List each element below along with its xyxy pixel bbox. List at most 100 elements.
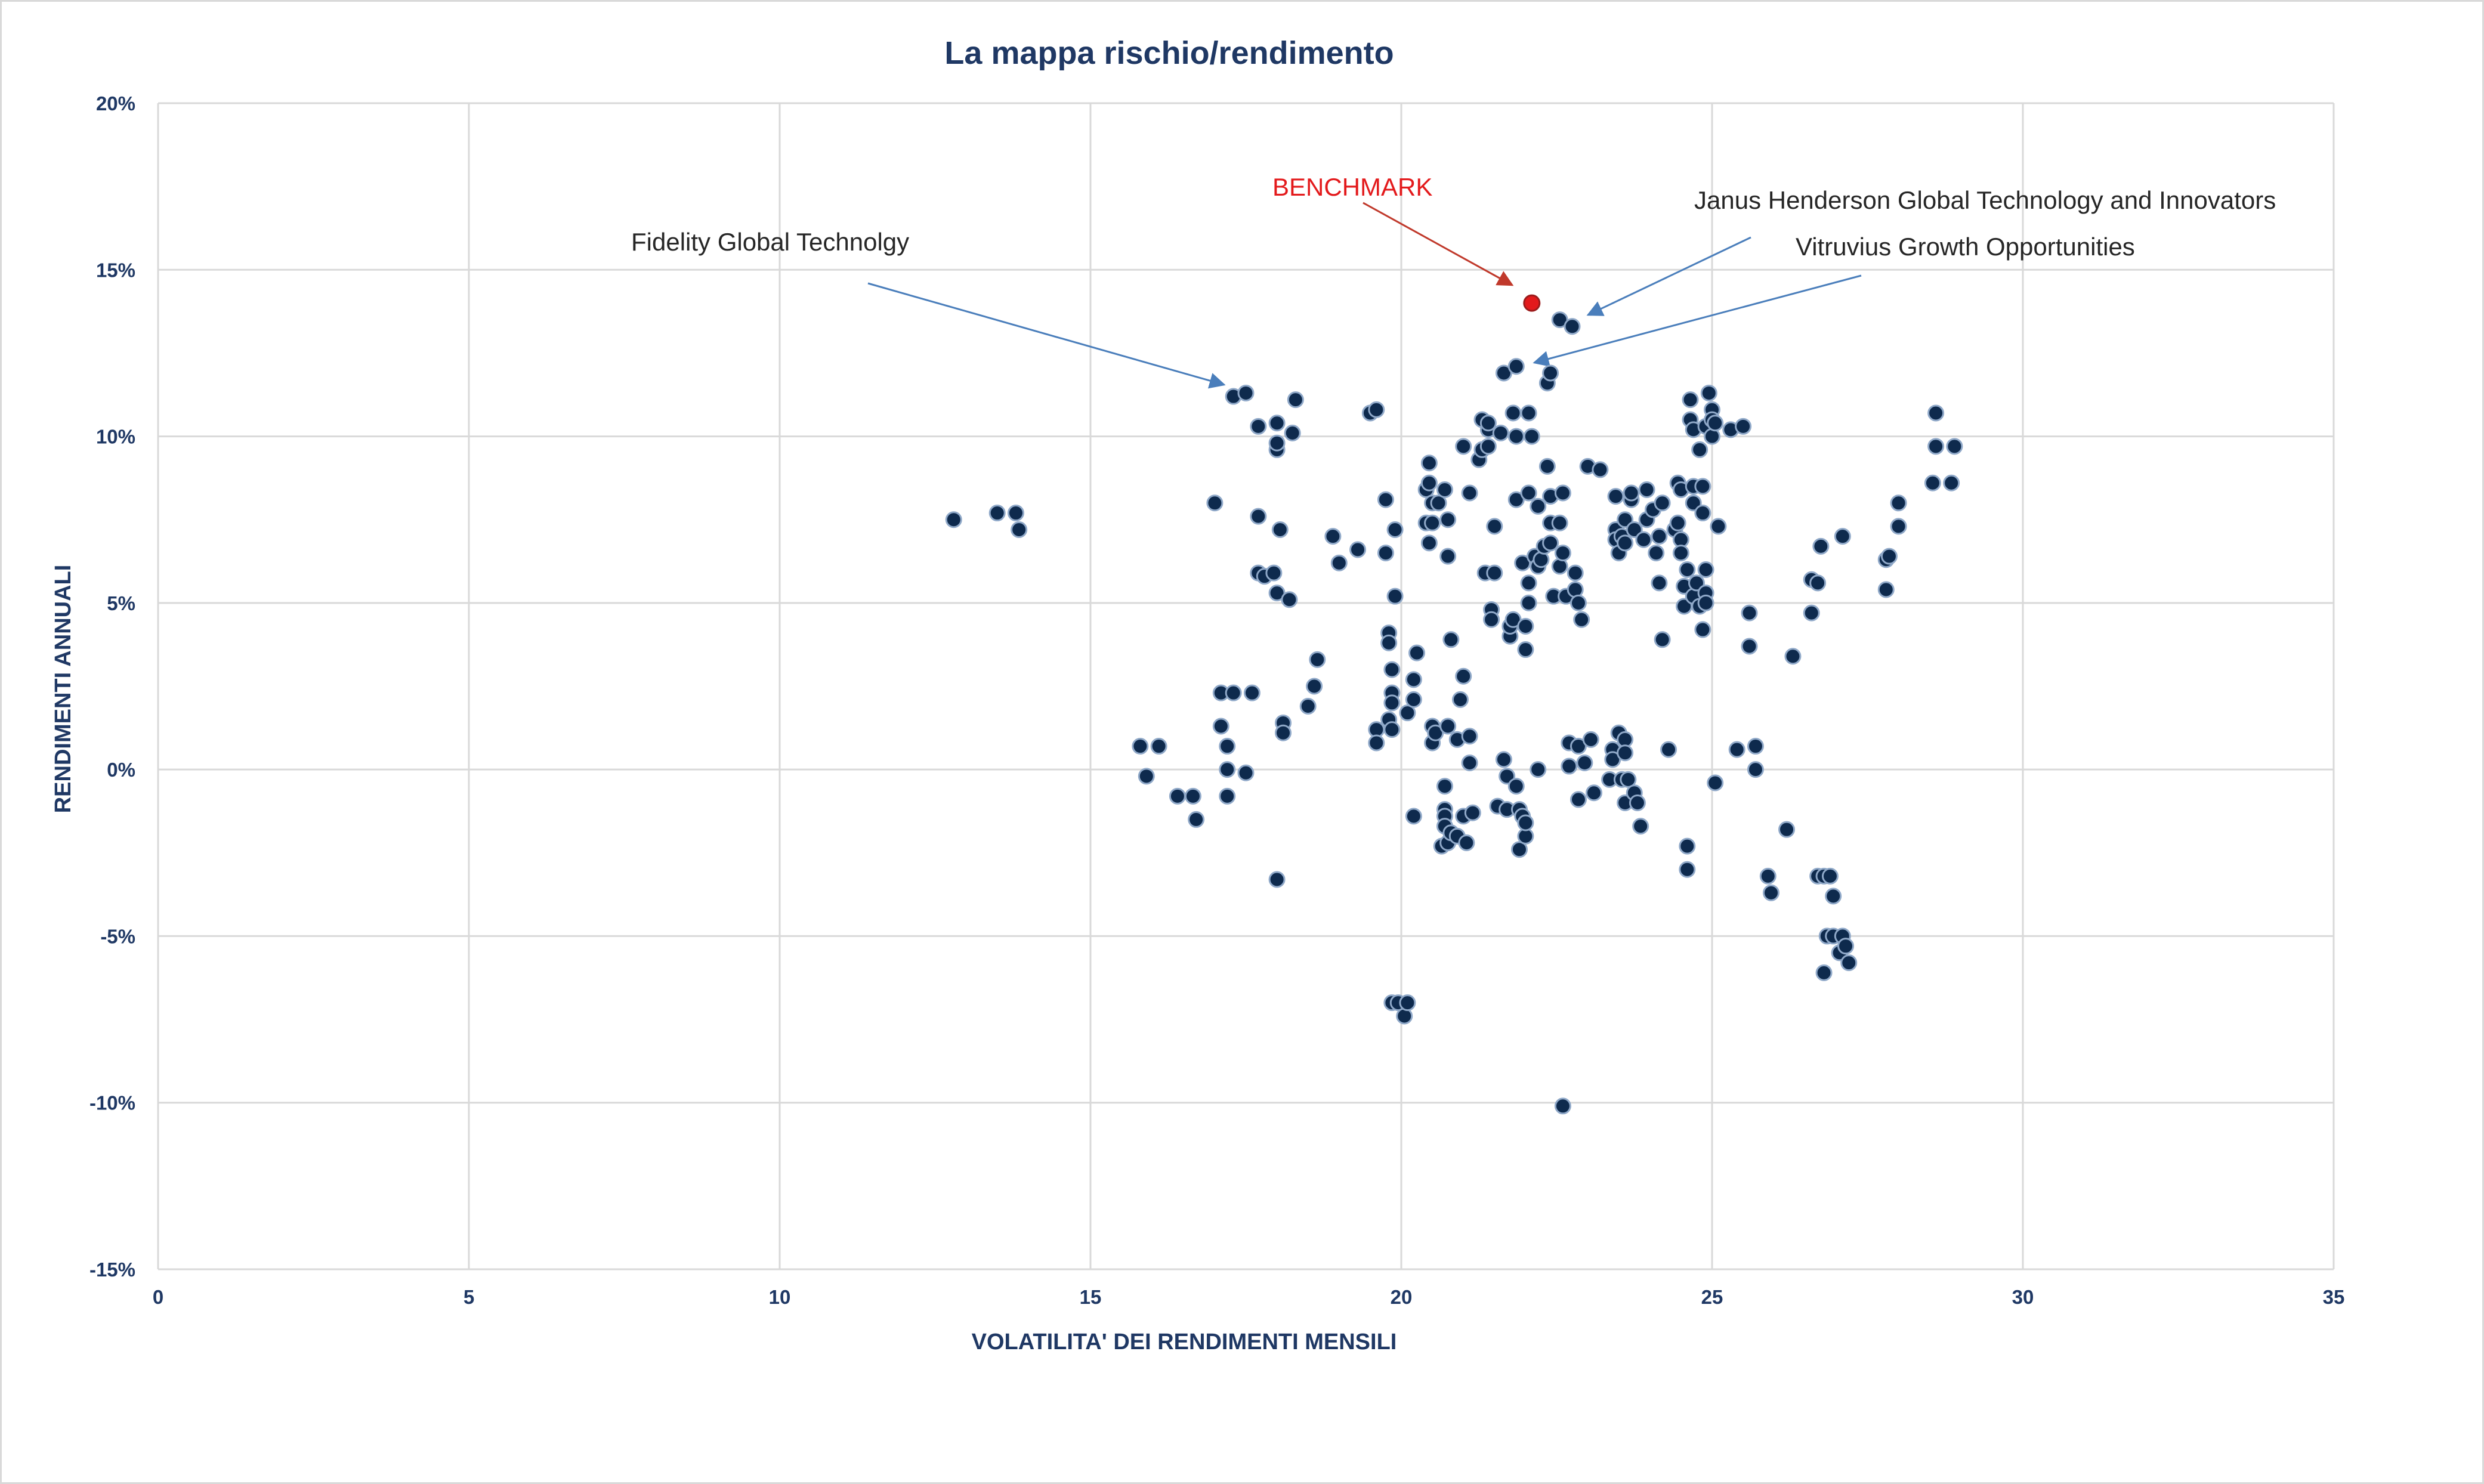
fund-point (1150, 738, 1167, 755)
fund-point (1880, 548, 1898, 565)
x-tick-label: 30 (2012, 1286, 2034, 1308)
fund-point (1492, 424, 1509, 441)
fund-point (1554, 1097, 1571, 1115)
fund-point (1439, 548, 1457, 565)
fund-point (1520, 484, 1537, 502)
fund-point (1479, 438, 1497, 455)
y-tick-label: 10% (96, 426, 135, 448)
y-tick-label: -5% (100, 925, 135, 947)
x-tick-label: 10 (769, 1286, 791, 1308)
fund-point (1533, 551, 1550, 568)
fund-point (1188, 811, 1205, 828)
fund-point (1399, 704, 1416, 722)
fund-point (1520, 594, 1537, 611)
fund-point (1281, 591, 1298, 608)
fund-point (1567, 581, 1584, 598)
fund-point (1704, 428, 1720, 445)
fund-point (1617, 744, 1634, 762)
y-tick-label: -10% (89, 1092, 135, 1114)
fund-point (1638, 481, 1655, 498)
fund-point (1499, 768, 1516, 785)
fund-point (1405, 808, 1422, 825)
fund-point (1607, 488, 1624, 505)
fund-point (1132, 738, 1149, 755)
fund-point (1697, 561, 1714, 578)
fund-point (1617, 534, 1634, 552)
fund-point (1284, 424, 1301, 441)
fund-point (1520, 574, 1537, 592)
fund-point (1007, 505, 1024, 522)
fund-point (1617, 511, 1634, 528)
annotation-fidelity-global-technolgy: Fidelity Global Technolgy (631, 228, 909, 256)
fund-point (1324, 528, 1342, 545)
fund-point (1924, 474, 1941, 491)
vitruvius-arrow (1533, 274, 1862, 367)
fund-point (1632, 818, 1649, 835)
fund-point (1507, 778, 1525, 795)
fund-point (1271, 521, 1289, 538)
data-points (945, 294, 1963, 1115)
fund-point (1654, 631, 1671, 648)
annotations: Fidelity Global Technolgy BENCHMARK Janu… (631, 173, 2276, 389)
fund-point (1442, 631, 1460, 648)
fund-point (1592, 461, 1609, 478)
fund-point (1927, 404, 1945, 422)
fund-point (1461, 484, 1478, 502)
y-tick-label: -15% (89, 1259, 135, 1281)
fund-point (1265, 564, 1283, 582)
fund-point (1523, 428, 1540, 445)
fund-point (1654, 494, 1671, 512)
benchmark-point (1523, 294, 1541, 312)
fund-point (1430, 494, 1447, 512)
y-tick-label: 5% (107, 592, 135, 614)
fund-point (1710, 518, 1727, 535)
y-tick-label: 15% (96, 259, 135, 281)
fund-point (1237, 384, 1255, 401)
fund-point (1542, 364, 1559, 382)
fund-point (1510, 841, 1528, 858)
fund-point (1707, 415, 1724, 432)
fund-point (1405, 671, 1422, 688)
fund-point (1212, 718, 1229, 735)
fund-point (1672, 545, 1689, 562)
fund-point (1368, 401, 1385, 418)
fund-point (1700, 384, 1717, 401)
fund-point (1461, 728, 1478, 745)
fund-point (1464, 804, 1481, 821)
fund-point (1837, 938, 1855, 955)
fund-point (1735, 418, 1752, 435)
fund-point (1688, 574, 1705, 592)
gridlines (157, 102, 2335, 1270)
fund-point (1306, 678, 1323, 695)
fund-point (1890, 518, 1907, 535)
fund-point (1507, 358, 1525, 375)
fund-point (1691, 441, 1708, 458)
fund-point (1809, 574, 1827, 592)
fund-point (1486, 518, 1503, 535)
y-axis-title: RENDIMENTI ANNUALI (51, 565, 76, 814)
fund-point (945, 511, 962, 528)
fund-point (1408, 644, 1426, 661)
x-tick-label: 5 (464, 1286, 474, 1308)
fund-point (1697, 594, 1714, 611)
benchmark-arrow (1363, 202, 1514, 286)
fund-point (1455, 438, 1472, 455)
fund-point (1250, 508, 1267, 525)
fund-point (1877, 581, 1895, 598)
fund-point (1669, 514, 1686, 531)
fund-point (1620, 771, 1637, 788)
fund-point (1554, 484, 1571, 502)
fund-point (1651, 528, 1668, 545)
fund-point (1243, 684, 1260, 701)
fund-point (1169, 787, 1186, 805)
fund-point (1890, 494, 1907, 512)
fund-point (1275, 724, 1292, 741)
fund-point (1741, 638, 1758, 655)
fund-point (1927, 438, 1945, 455)
fund-point (1564, 318, 1581, 335)
fund-point (1694, 621, 1711, 638)
fund-point (1635, 531, 1652, 548)
fund-point (1268, 434, 1286, 452)
fund-point (1268, 871, 1286, 888)
